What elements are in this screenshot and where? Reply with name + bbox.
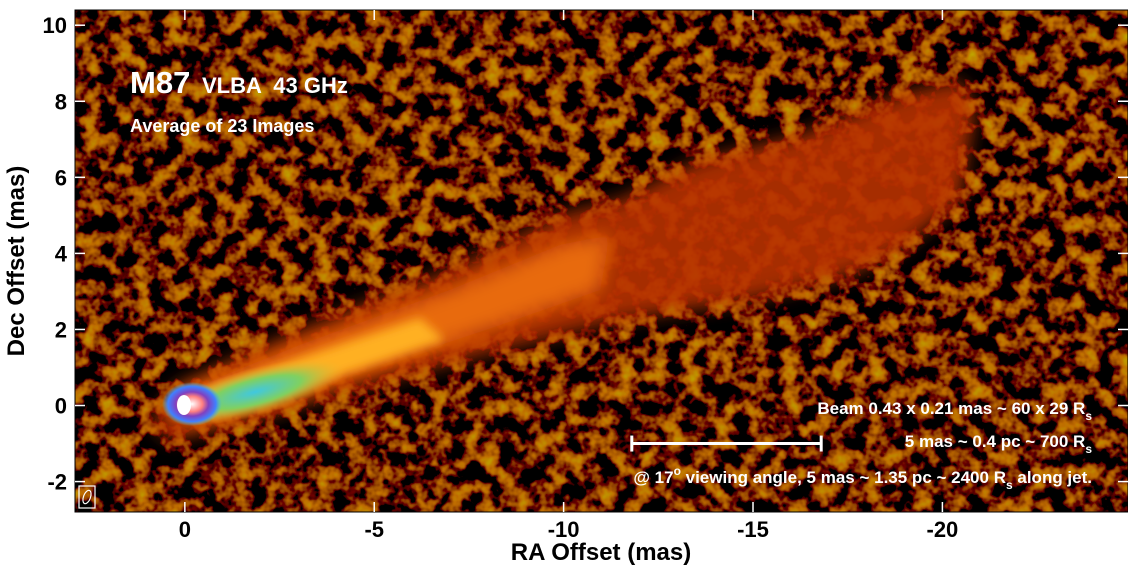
annotation-part: along jet.: [1013, 468, 1092, 487]
x-tick-label: 0: [179, 517, 191, 542]
scale-bar: [630, 435, 823, 452]
y-tick-label: 8: [55, 89, 67, 114]
annotation-part: @ 17: [633, 468, 673, 487]
y-tick-label: 6: [55, 165, 67, 190]
annotation: Beam 0.43 x 0.21 mas ~ 60 x 29 Rs: [817, 399, 1092, 423]
y-tick-label: 4: [55, 241, 68, 266]
annotation-part: s: [1006, 478, 1013, 492]
chart-title: M87: [130, 65, 190, 100]
x-tick-label: -20: [927, 517, 959, 542]
y-axis-label: Dec Offset (mas): [3, 166, 30, 357]
annotation-part: s: [1085, 409, 1092, 423]
y-tick-label: 2: [55, 317, 67, 342]
annotation: @ 17o viewing angle, 5 mas ~ 1.35 pc ~ 2…: [633, 464, 1092, 492]
annotation: 5 mas ~ 0.4 pc ~ 700 Rs: [905, 432, 1093, 456]
annotation-part: s: [1085, 442, 1092, 456]
plot-frame: [74, 9, 1128, 513]
sky-image: [75, 10, 1128, 512]
annotation-part: o: [674, 464, 681, 478]
annotation-part: Beam 0.43 x 0.21 mas ~ 60 x 29 R: [817, 399, 1085, 418]
y-tick-label: 10: [43, 13, 67, 38]
annotation-part: 5 mas ~ 0.4 pc ~ 700 R: [905, 432, 1086, 451]
x-tick-label: -15: [737, 517, 769, 542]
x-tick-label: -5: [364, 517, 384, 542]
annotation-part: viewing angle, 5 mas ~ 1.35 pc ~ 2400 R: [681, 468, 1006, 487]
y-tick-label: -2: [47, 470, 67, 495]
y-tick-label: 0: [55, 394, 67, 419]
caption: Average of 23 Images: [130, 116, 314, 136]
chart-subtitle: VLBA 43 GHz: [202, 73, 348, 98]
x-tick-label: -10: [548, 517, 580, 542]
x-axis-label: RA Offset (mas): [511, 539, 691, 566]
